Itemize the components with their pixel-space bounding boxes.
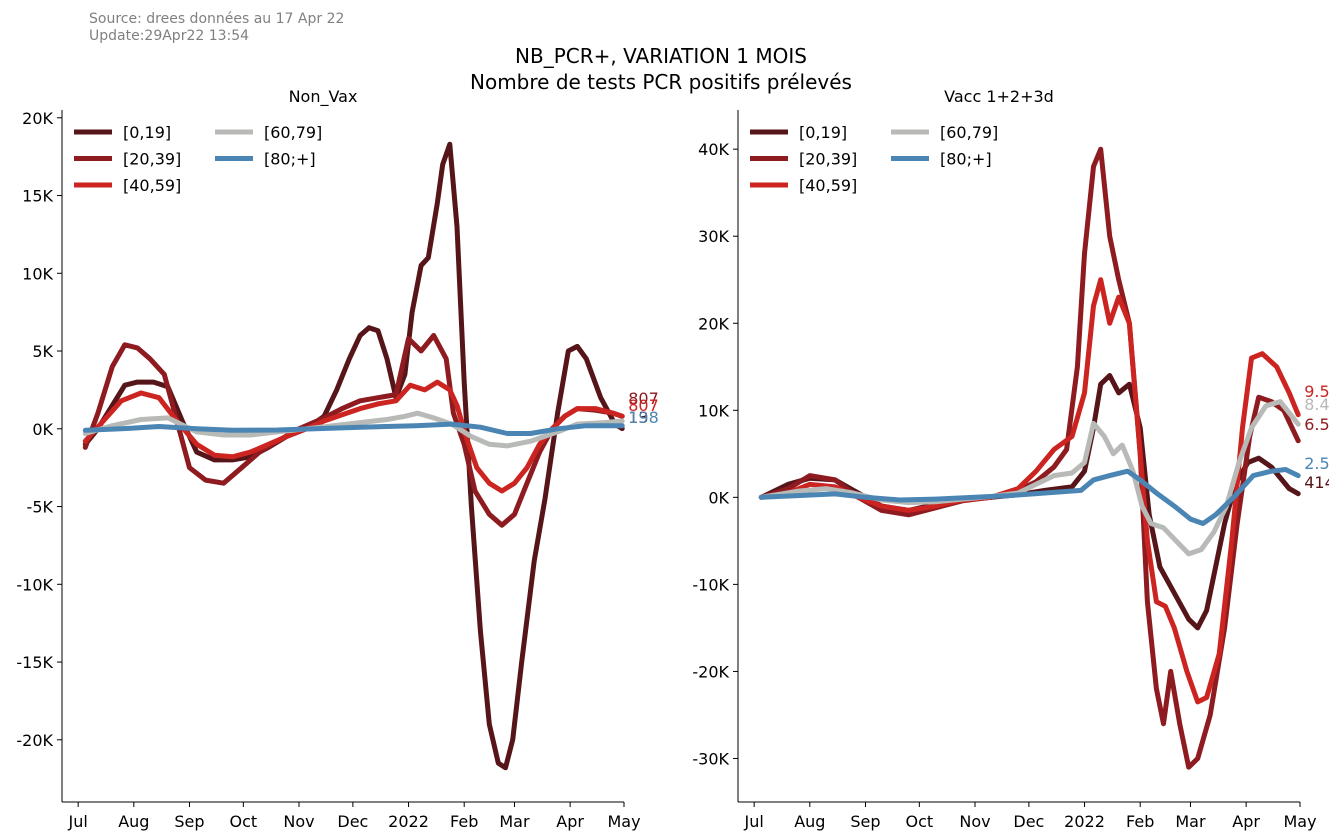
series-line: [82, 333, 625, 528]
x-tick-label: Apr: [556, 812, 584, 831]
legend-label: [80;+]: [264, 150, 316, 169]
y-tick-label: -10K: [692, 575, 729, 594]
panel-title: Non_Vax: [289, 87, 358, 107]
update-note: Update:29Apr22 13:54: [89, 28, 249, 44]
y-tick-label: 30K: [698, 227, 729, 246]
y-tick-label: 15K: [22, 187, 53, 206]
y-tick-label: 10K: [22, 264, 53, 283]
series-line: [758, 146, 1301, 770]
y-tick-label: 0K: [32, 420, 53, 439]
end-value-label: 807: [628, 396, 659, 415]
x-tick-label: Oct: [230, 812, 258, 831]
x-tick-label: Oct: [906, 812, 934, 831]
end-value-label: 414: [1304, 473, 1329, 492]
legend-label: [60,79]: [264, 123, 322, 142]
y-tick-label: -10K: [16, 575, 53, 594]
x-tick-label: Mar: [499, 812, 530, 831]
legend-label: [0,19]: [123, 123, 171, 142]
x-tick-label: May: [1283, 812, 1316, 831]
legend-label: [0,19]: [799, 123, 847, 142]
end-value-label: 13: [628, 408, 648, 427]
x-tick-label: Dec: [1013, 812, 1044, 831]
end-value-label: 2.5K: [1304, 454, 1329, 473]
legend-label: [80;+]: [940, 150, 992, 169]
y-tick-label: -20K: [692, 662, 729, 681]
end-value-label: 9.5K: [1304, 382, 1329, 401]
series-line: [758, 467, 1301, 526]
series-line: [758, 399, 1301, 557]
end-value-label: 8.4K: [1304, 395, 1329, 414]
x-tick-label: Jul: [744, 812, 764, 831]
x-tick-label: Sep: [850, 812, 880, 831]
source-note: Source: drees données au 17 Apr 22: [89, 11, 344, 27]
y-tick-label: -20K: [16, 731, 53, 750]
x-tick-label: Mar: [1175, 812, 1206, 831]
legend-label: [60,79]: [940, 123, 998, 142]
x-tick-label: Feb: [1126, 812, 1154, 831]
x-tick-label: 2022: [1064, 812, 1105, 831]
end-value-label: 6.5K: [1304, 415, 1329, 434]
x-tick-label: Sep: [174, 812, 204, 831]
legend: [0,19] [20,39] [40,59] [60,79] [80;+]: [74, 123, 322, 195]
x-tick-label: Aug: [118, 812, 149, 831]
chart-title-line2: Nombre de tests PCR positifs prélevés: [470, 70, 852, 94]
x-tick-label: Nov: [283, 812, 314, 831]
legend-label: [40,59]: [799, 176, 857, 195]
y-tick-label: 0K: [708, 488, 729, 507]
x-tick-label: Feb: [450, 812, 478, 831]
x-tick-label: Apr: [1232, 812, 1260, 831]
y-tick-label: -30K: [692, 749, 729, 768]
legend-label: [20,39]: [799, 150, 857, 169]
series-line: [758, 373, 1301, 631]
chart-panel-2: Vacc 1+2+3d 40K 30K 20K 10K 0K -10K -20K -30K Jul…: [692, 87, 1329, 831]
y-tick-label: -15K: [16, 653, 53, 672]
series-line: [758, 277, 1301, 705]
y-tick-label: -5K: [27, 498, 54, 517]
chart-title-line1: NB_PCR+, VARIATION 1 MOIS: [515, 44, 807, 68]
legend-label: [20,39]: [123, 150, 181, 169]
x-tick-label: Dec: [337, 812, 368, 831]
x-tick-label: Nov: [959, 812, 990, 831]
chart-panel-1: Non_Vax 20K 15K 10K 5K 0K -5K -10K -15K -20K Jul Au…: [16, 87, 658, 831]
legend-label: [40,59]: [123, 176, 181, 195]
x-tick-label: 2022: [388, 812, 429, 831]
y-tick-label: 20K: [22, 109, 53, 128]
y-tick-label: 40K: [698, 140, 729, 159]
x-tick-label: Jul: [68, 812, 88, 831]
series-line: [82, 421, 625, 436]
series-line: [82, 379, 625, 494]
x-tick-label: May: [607, 812, 640, 831]
y-tick-label: 10K: [698, 401, 729, 420]
y-tick-label: 5K: [32, 342, 53, 361]
series-line: [82, 141, 625, 771]
legend: [0,19] [20,39] [40,59] [60,79] [80;+]: [750, 123, 998, 195]
end-value-label: 198: [628, 408, 659, 427]
x-tick-label: Aug: [794, 812, 825, 831]
y-tick-label: 20K: [698, 314, 729, 333]
end-value-label: 807: [628, 389, 659, 408]
panel-title: Vacc 1+2+3d: [944, 87, 1054, 106]
